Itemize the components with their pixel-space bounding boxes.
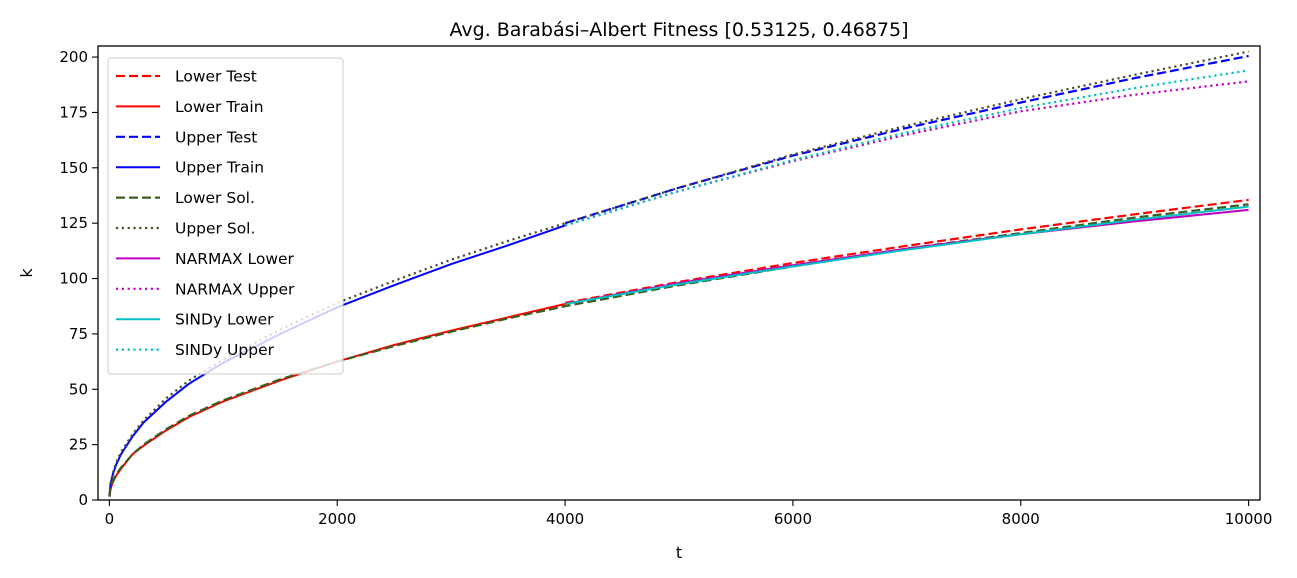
x-tick-label: 10000 xyxy=(1225,510,1273,528)
legend-box xyxy=(107,57,344,375)
legend-label-3: Upper Train xyxy=(175,159,264,177)
x-tick-label: 0 xyxy=(105,510,115,528)
legend-label-8: SINDy Lower xyxy=(175,311,274,329)
series-line-2 xyxy=(564,54,1249,225)
legend-label-5: Upper Sol. xyxy=(175,220,255,238)
x-tick-label: 2000 xyxy=(318,510,356,528)
y-tick-label: 75 xyxy=(69,325,88,343)
y-tick-label: 50 xyxy=(69,380,88,398)
legend-label-9: SINDy Upper xyxy=(175,341,275,359)
legend-label-6: NARMAX Lower xyxy=(175,250,295,268)
chart-title: Avg. Barabási–Albert Fitness [0.53125, 0… xyxy=(450,19,909,41)
y-axis: 0 25 50 75 100 125 150 175 200 xyxy=(59,48,98,509)
y-tick-label: 125 xyxy=(59,214,88,232)
series-line-9 xyxy=(564,69,1249,227)
series-line-3 xyxy=(108,224,566,496)
y-tick-label: 150 xyxy=(59,159,88,177)
plot-frame xyxy=(97,45,1261,501)
series-line-8 xyxy=(564,205,1249,305)
y-axis-label: k xyxy=(17,268,36,278)
legend-label-0: Lower Test xyxy=(175,68,257,86)
x-tick-label: 8000 xyxy=(1002,510,1040,528)
x-axis: 0 2000 4000 6000 8000 10000 xyxy=(105,500,1273,528)
series-line-7 xyxy=(564,80,1249,227)
legend-label-4: Lower Sol. xyxy=(175,189,255,207)
x-tick-label: 4000 xyxy=(546,510,584,528)
y-tick-label: 200 xyxy=(59,48,88,66)
y-tick-label: 175 xyxy=(59,103,88,121)
x-axis-label: t xyxy=(676,543,682,562)
x-tick-label: 6000 xyxy=(774,510,812,528)
legend-label-1: Lower Train xyxy=(175,98,264,116)
series-layer xyxy=(108,50,1249,497)
y-tick-label: 0 xyxy=(78,491,88,509)
series-line-6 xyxy=(564,208,1249,305)
series-line-0 xyxy=(564,198,1249,304)
legend-label-2: Upper Test xyxy=(175,128,257,146)
y-tick-label: 100 xyxy=(59,270,88,288)
legend: Lower Test Lower Train Upper Test Upper Tra… xyxy=(107,57,344,375)
y-tick-label: 25 xyxy=(69,436,88,454)
legend-label-7: NARMAX Upper xyxy=(175,280,295,298)
